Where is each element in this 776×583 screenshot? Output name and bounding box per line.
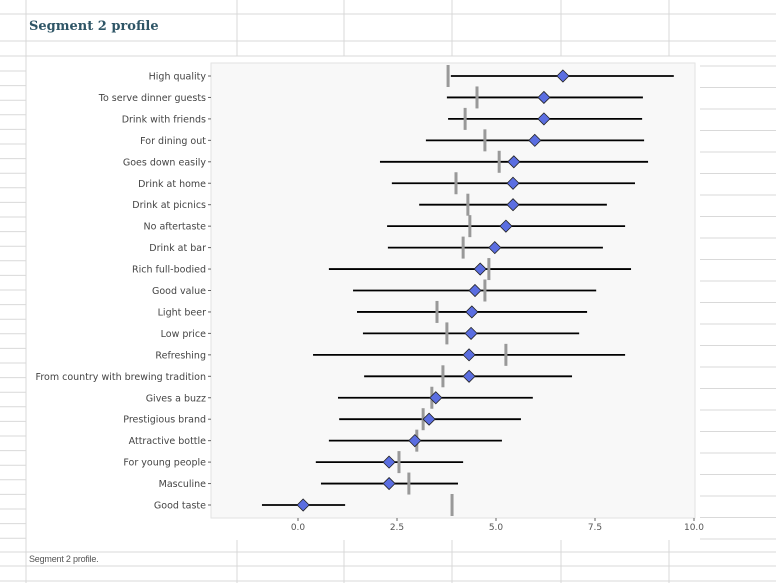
y-tick-label: Drink with friends <box>122 114 206 125</box>
segment-diamond-point <box>537 112 551 126</box>
segment-diamond-point <box>296 498 310 512</box>
segment-diamond-point <box>462 369 476 383</box>
y-tick-label: Rich full-bodied <box>132 265 206 276</box>
x-tick-label: 0.0 <box>291 523 306 533</box>
segment-diamond-point <box>382 476 396 491</box>
y-tick-label: Gives a buzz <box>146 393 206 404</box>
y-tick-label: Drink at bar <box>149 243 206 254</box>
y-tick-label: For young people <box>123 458 206 469</box>
segment-diamond-point <box>382 455 396 469</box>
segment-diamond-point <box>422 412 436 426</box>
y-tick-label: No aftertaste <box>144 222 207 233</box>
chart-caption: Segment 2 profile. <box>29 554 99 564</box>
y-tick-label: From country with brewing tradition <box>36 372 206 383</box>
y-tick-label: Refreshing <box>155 350 206 361</box>
segment-diamond-point <box>506 176 520 190</box>
y-tick-label: Light beer <box>158 307 206 318</box>
segment-diamond-point <box>537 90 551 105</box>
segment-diamond-point <box>473 262 487 276</box>
segment-diamond-point <box>499 219 513 233</box>
y-tick-label: Prestigious brand <box>123 415 206 426</box>
sheet-title: Segment 2 profile <box>29 19 159 34</box>
y-tick-label: To serve dinner guests <box>98 93 206 104</box>
segment-diamond-point <box>488 241 502 255</box>
segment-diamond-point <box>468 283 482 298</box>
y-tick-label: High quality <box>149 72 207 83</box>
x-tick-label: 10.0 <box>684 523 704 533</box>
segment-diamond-point <box>528 133 542 147</box>
segment-diamond-point <box>429 391 443 405</box>
y-tick-label: For dining out <box>140 136 206 147</box>
y-tick-label: Drink at home <box>138 179 206 190</box>
y-tick-label: Attractive bottle <box>129 436 207 447</box>
y-tick-label: Masculine <box>159 479 207 490</box>
segment-diamond-point <box>556 69 570 83</box>
x-tick-label: 7.5 <box>588 523 602 533</box>
y-tick-label: Goes down easily <box>123 157 207 168</box>
segment-diamond-point <box>408 434 422 448</box>
segment-diamond-point <box>507 155 521 169</box>
y-tick-label: Low price <box>161 329 207 340</box>
segment-diamond-point <box>506 198 520 212</box>
x-tick-label: 5.0 <box>489 523 504 533</box>
segment-diamond-point <box>465 305 479 319</box>
x-tick-label: 2.5 <box>390 523 404 533</box>
y-tick-label: Drink at picnics <box>132 200 206 211</box>
y-tick-label: Good taste <box>154 501 206 512</box>
segment-diamond-point <box>462 348 476 362</box>
segment-diamond-point <box>464 326 478 340</box>
y-tick-label: Good value <box>152 286 206 297</box>
